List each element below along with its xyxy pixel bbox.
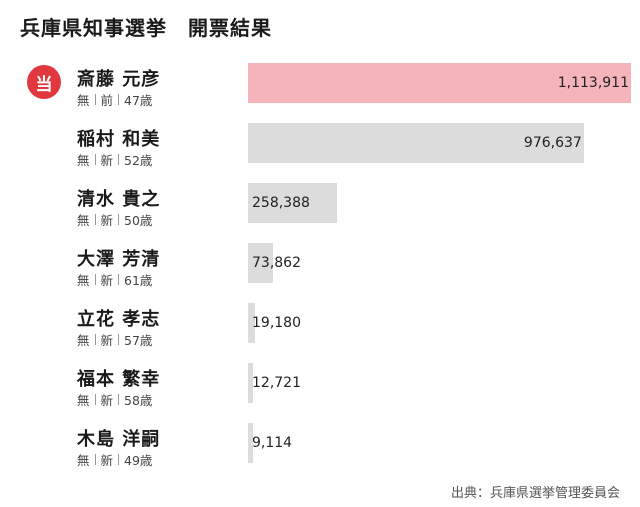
- meta-separator: [118, 334, 120, 345]
- vote-count-label: 19,180: [252, 315, 301, 331]
- elected-badge: 当: [27, 65, 61, 99]
- vote-bar: [248, 243, 274, 283]
- candidate-name: 木島 洋嗣: [77, 429, 161, 450]
- vote-bar: [248, 423, 253, 463]
- meta-age: 61歳: [124, 273, 153, 288]
- candidate-row: 稲村 和美無新 52歳 976,637: [0, 115, 640, 175]
- candidate-row: 立花 孝志無新 57歳 19,180: [0, 295, 640, 355]
- candidate-name: 清水 貴之: [77, 189, 161, 210]
- meta-separator: [94, 454, 96, 465]
- chart-title: 兵庫県知事選挙 開票結果: [20, 16, 272, 40]
- meta-age: 52歳: [124, 153, 153, 168]
- candidate-meta: 無前 47歳: [77, 90, 152, 109]
- candidate-row: 福本 繁幸無新 58歳 12,721: [0, 355, 640, 415]
- candidate-name: 大澤 芳清: [77, 249, 161, 270]
- meta-separator: [118, 394, 120, 405]
- vote-bar: [248, 303, 255, 343]
- meta-age: 50歳: [124, 213, 153, 228]
- meta-status: 新: [100, 333, 114, 348]
- source-note: 出典：兵庫県選挙管理委員会: [450, 486, 620, 501]
- candidate-name: 斎藤 元彦: [77, 69, 161, 90]
- meta-affiliation: 無: [77, 453, 90, 468]
- meta-affiliation: 無: [77, 93, 90, 108]
- meta-status: 新: [100, 213, 114, 228]
- vote-count-label: 73,862: [252, 255, 301, 271]
- candidate-meta: 無新 57歳: [77, 330, 152, 349]
- meta-affiliation: 無: [77, 393, 90, 408]
- meta-affiliation: 無: [77, 273, 90, 288]
- meta-status: 新: [100, 153, 114, 168]
- vote-bar: [248, 123, 584, 163]
- meta-separator: [94, 94, 96, 105]
- meta-separator: [118, 214, 120, 225]
- meta-separator: [118, 274, 120, 285]
- meta-affiliation: 無: [77, 153, 90, 168]
- meta-status: 新: [100, 393, 114, 408]
- meta-status: 新: [100, 453, 114, 468]
- vote-count-label: 9,114: [252, 435, 293, 451]
- meta-separator: [118, 454, 120, 465]
- candidate-row: 大澤 芳清無新 61歳 73,862: [0, 235, 640, 295]
- candidate-name: 稲村 和美: [77, 129, 161, 150]
- candidate-row: 木島 洋嗣無新 49歳 9,114: [0, 415, 640, 475]
- meta-separator: [94, 394, 96, 405]
- vote-bar: [248, 63, 631, 103]
- meta-age: 58歳: [124, 393, 153, 408]
- meta-separator: [94, 334, 96, 345]
- vote-results-chart: 当斎藤 元彦無前 47歳 1,113,911 稲村 和美無新 52歳 976,637 清水 …: [0, 55, 640, 475]
- candidate-meta: 無新 52歳: [77, 150, 152, 169]
- meta-separator: [118, 154, 120, 165]
- meta-age: 57歳: [124, 333, 153, 348]
- meta-separator: [94, 214, 96, 225]
- candidate-name: 立花 孝志: [77, 309, 161, 330]
- candidate-meta: 無新 61歳: [77, 270, 152, 289]
- vote-count-label: 258,388: [252, 195, 310, 211]
- candidate-meta: 無新 49歳: [77, 450, 152, 469]
- vote-bar: [248, 183, 337, 223]
- meta-affiliation: 無: [77, 213, 90, 228]
- candidate-row: 当斎藤 元彦無前 47歳 1,113,911: [0, 55, 640, 115]
- meta-status: 前: [100, 93, 114, 108]
- meta-separator: [118, 94, 120, 105]
- meta-separator: [94, 274, 96, 285]
- vote-count-label: 976,637: [523, 135, 582, 151]
- vote-count-label: 12,721: [252, 375, 301, 391]
- vote-count-label: 1,113,911: [557, 75, 629, 91]
- meta-status: 新: [100, 273, 114, 288]
- meta-age: 49歳: [124, 453, 153, 468]
- candidate-meta: 無新 58歳: [77, 390, 152, 409]
- candidate-name: 福本 繁幸: [77, 369, 161, 390]
- meta-age: 47歳: [124, 93, 153, 108]
- meta-separator: [94, 154, 96, 165]
- vote-bar: [248, 363, 253, 403]
- meta-affiliation: 無: [77, 333, 90, 348]
- candidate-row: 清水 貴之無新 50歳 258,388: [0, 175, 640, 235]
- candidate-meta: 無新 50歳: [77, 210, 152, 229]
